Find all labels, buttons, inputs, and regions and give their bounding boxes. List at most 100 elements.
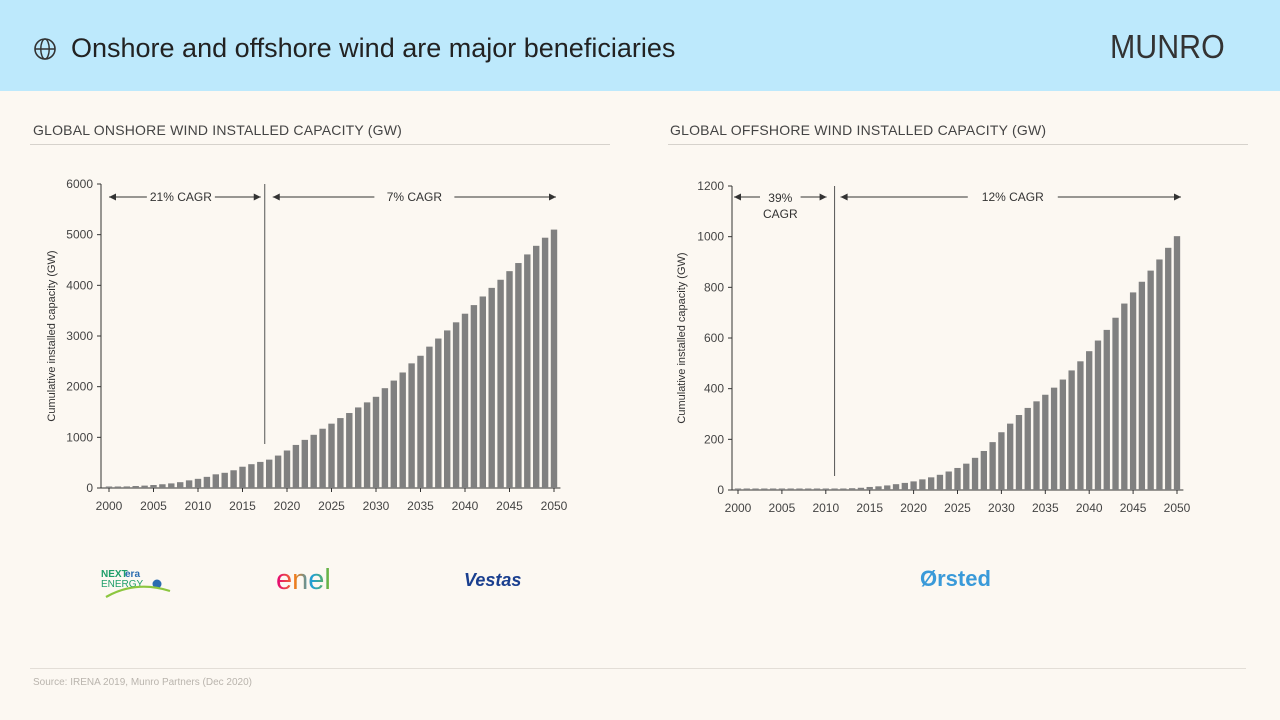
onshore-bar (212, 474, 220, 488)
onshore-bar (328, 423, 335, 488)
offshore-chart-title: GLOBAL OFFSHORE WIND INSTALLED CAPACITY … (670, 122, 1047, 138)
offshore-bar (1165, 247, 1172, 490)
onshore-bar (417, 355, 424, 488)
onshore-bar (176, 482, 184, 488)
onshore-bar (310, 434, 317, 488)
onshore-bar (532, 245, 540, 488)
offshore-x-tick-label: 2020 (900, 501, 927, 515)
onshore-cagr1-arrow-left-head-left (109, 193, 116, 201)
header-bar: Onshore and offshore wind are major bene… (0, 0, 1280, 91)
onshore-x-tick-label: 2015 (229, 499, 256, 513)
orsted-logo-text: Ørsted (920, 566, 991, 591)
offshore-cagr1-arrow-left-head-left (734, 193, 741, 201)
munro-logo: MUNRO (1110, 28, 1225, 65)
offshore-x-tick-label: 2025 (944, 501, 971, 515)
vestas-logo-text: Vestas (464, 570, 522, 590)
onshore-bar (461, 313, 469, 488)
offshore-x-tick-label: 2015 (856, 501, 883, 515)
offshore-x-tick-label: 2035 (1032, 501, 1059, 515)
offshore-bar (919, 479, 926, 490)
vestas-logo: Vestas (464, 570, 521, 591)
offshore-x-tick-label: 2000 (725, 501, 752, 515)
enel-logo: enel (276, 564, 352, 596)
onshore-y-tick-label: 3000 (66, 329, 93, 343)
offshore-bar (1086, 351, 1093, 490)
onshore-bar (470, 305, 478, 488)
onshore-bar (301, 439, 309, 488)
onshore-cagr2-label: 7% CAGR (387, 190, 443, 204)
onshore-y-tick-label: 5000 (66, 228, 93, 242)
offshore-bar (1138, 281, 1146, 490)
onshore-bar (230, 470, 237, 488)
onshore-bar (123, 486, 131, 488)
offshore-bar (1077, 361, 1084, 490)
offshore-bar (875, 486, 882, 490)
offshore-bar (1068, 370, 1075, 490)
onshore-bar (550, 229, 558, 488)
offshore-bar (761, 488, 768, 490)
offshore-bar (1050, 387, 1058, 490)
offshore-y-axis-label: Cumulative installed capacity (GW) (676, 252, 688, 423)
onshore-title-rule (30, 144, 610, 145)
offshore-bar (1103, 329, 1110, 490)
offshore-bar (989, 442, 996, 490)
offshore-x-tick-label: 2040 (1076, 501, 1103, 515)
nextera-energy-logo: NEXT era ENERGY (100, 566, 172, 600)
onshore-y-tick-label: 1000 (66, 430, 93, 444)
offshore-bar (1033, 401, 1040, 490)
offshore-bar (1094, 340, 1102, 490)
offshore-bar (1042, 394, 1049, 490)
onshore-bar (274, 455, 282, 488)
offshore-bar (927, 477, 935, 490)
onshore-bar (372, 396, 380, 488)
onshore-bar (452, 322, 460, 488)
offshore-cagr1-arrow-right-head-right (819, 193, 827, 201)
onshore-chart: 0 1000 2000 3000 4000 5000 6000 2000 2005 2010 201… (46, 177, 568, 513)
onshore-bar (515, 263, 522, 488)
offshore-bar (778, 488, 786, 490)
offshore-bar (971, 457, 979, 490)
offshore-bar (1112, 317, 1119, 490)
offshore-y-tick-label: 1000 (697, 230, 724, 244)
offshore-y-tick-label: 600 (704, 331, 724, 345)
onshore-cagr2-arrow-right-head-right (549, 193, 556, 201)
offshore-bar (980, 450, 988, 490)
offshore-bar (1129, 292, 1137, 490)
onshore-bar (221, 472, 228, 488)
onshore-bar (319, 428, 326, 488)
onshore-bar (150, 485, 157, 488)
nextera-text-energy: ENERGY (101, 579, 144, 590)
offshore-cagr1-label-2: CAGR (763, 207, 798, 221)
offshore-bar (822, 488, 829, 490)
onshore-bar (354, 407, 362, 488)
offshore-bar (936, 474, 944, 490)
offshore-bar (840, 488, 847, 490)
onshore-bar (141, 485, 148, 488)
offshore-bar (769, 488, 777, 490)
onshore-cagr2-arrow-left-head-left (272, 193, 280, 201)
offshore-bar (954, 467, 961, 490)
offshore-cagr2-label: 12% CAGR (982, 190, 1044, 204)
offshore-bar (857, 487, 865, 490)
offshore-bar (831, 488, 838, 490)
offshore-x-tick-label: 2045 (1120, 501, 1147, 515)
offshore-y-tick-label: 800 (704, 280, 724, 294)
onshore-bar (337, 418, 344, 488)
offshore-bar (1121, 303, 1128, 490)
onshore-x-tick-label: 2020 (274, 499, 301, 513)
onshore-bar (292, 444, 300, 488)
globe-icon (34, 38, 56, 60)
onshore-y-tick-label: 4000 (66, 278, 93, 292)
offshore-x-tick-label: 2010 (812, 501, 839, 515)
offshore-chart: 0 200 400 600 800 1000 1200 2000 2005 2010 2015 202… (676, 179, 1191, 515)
offshore-bar (813, 488, 821, 490)
offshore-bar (805, 488, 812, 490)
onshore-x-tick-label: 2010 (185, 499, 212, 513)
onshore-bar (435, 338, 442, 488)
onshore-bar (265, 459, 273, 488)
onshore-bar (346, 413, 353, 488)
onshore-bar (363, 402, 371, 488)
onshore-y-tick-label: 2000 (66, 380, 93, 394)
onshore-bar (488, 287, 495, 488)
onshore-bar (479, 296, 487, 488)
